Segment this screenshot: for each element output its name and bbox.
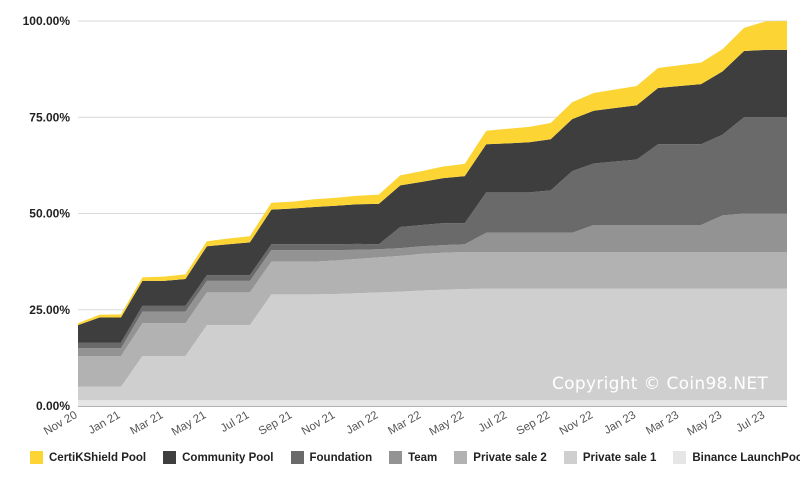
x-tick-label: May 23 bbox=[685, 409, 724, 438]
area-binance-launchpool bbox=[78, 400, 787, 406]
x-tick-label: Nov 21 bbox=[300, 409, 338, 438]
x-tick-label: Mar 22 bbox=[386, 409, 423, 437]
legend-swatch bbox=[673, 451, 687, 464]
x-tick-label: Jan 23 bbox=[602, 409, 638, 437]
legend-item: Community Pool bbox=[163, 451, 274, 464]
legend-swatch bbox=[563, 451, 577, 464]
x-tick-label: May 21 bbox=[170, 409, 209, 438]
x-tick-label: Mar 21 bbox=[128, 409, 165, 437]
copyright-watermark: Copyright © Coin98.NET bbox=[552, 374, 768, 394]
y-tick-label: 50.00% bbox=[29, 207, 70, 221]
legend-item: Private sale 2 bbox=[454, 451, 547, 464]
area-foundation bbox=[78, 117, 787, 349]
y-tick-label: 75.00% bbox=[29, 110, 70, 124]
legend-swatch bbox=[163, 451, 177, 464]
legend-swatch bbox=[454, 451, 468, 464]
stacked-area-chart: 0.00%25.00%50.00%75.00%100.00% Nov 20 Jan… bbox=[23, 14, 787, 438]
legend-swatch bbox=[30, 451, 43, 464]
legend-label: Community Pool bbox=[182, 451, 274, 464]
x-tick-label: Sep 22 bbox=[515, 409, 553, 438]
x-tick-label: Jan 21 bbox=[87, 409, 123, 437]
area-private-sale-1 bbox=[78, 288, 787, 401]
x-tick-label: Sep 21 bbox=[257, 409, 295, 438]
x-tick-label: Mar 23 bbox=[644, 409, 681, 437]
y-axis-ticks: 0.00% 25.00% 50.00% 75.00% 100.00% bbox=[23, 14, 71, 413]
x-tick-label: Jul 21 bbox=[219, 409, 252, 435]
y-tick-label: 0.00% bbox=[36, 399, 70, 413]
area-certikshield-pool bbox=[78, 21, 787, 326]
area-team bbox=[78, 213, 787, 356]
legend-item: Team bbox=[389, 451, 437, 464]
x-axis-ticks: Nov 20 Jan 21 Mar 21 May 21 Jul 21 Sep 21 Nov … bbox=[42, 409, 767, 438]
legend-label: CertiKShield Pool bbox=[49, 451, 147, 464]
legend-label: Binance LaunchPool bbox=[692, 451, 800, 464]
legend-item: Binance LaunchPool bbox=[673, 451, 800, 464]
area-private-sale-2 bbox=[78, 252, 787, 387]
chart-legend: CertiKShield Pool Community Pool Foundatio… bbox=[30, 451, 800, 464]
legend-item: Private sale 1 bbox=[563, 451, 657, 464]
legend-item: CertiKShield Pool bbox=[30, 451, 146, 464]
x-tick-label: Jan 22 bbox=[344, 409, 380, 437]
legend-swatch bbox=[290, 451, 304, 464]
x-tick-label: Nov 20 bbox=[42, 409, 80, 438]
x-tick-label: Jul 23 bbox=[734, 409, 767, 435]
x-tick-label: Nov 22 bbox=[558, 409, 596, 438]
legend-label: Team bbox=[408, 451, 438, 464]
legend-label: Private sale 2 bbox=[473, 451, 547, 464]
legend-swatch bbox=[389, 451, 403, 464]
y-tick-label: 100.00% bbox=[23, 14, 71, 28]
y-tick-label: 25.00% bbox=[29, 303, 70, 317]
x-tick-label: Jul 22 bbox=[477, 409, 510, 435]
area-series-group bbox=[78, 21, 787, 406]
x-tick-label: May 22 bbox=[428, 409, 467, 438]
area-community-pool bbox=[78, 49, 787, 343]
legend-label: Foundation bbox=[309, 451, 373, 464]
legend-item: Foundation bbox=[290, 451, 373, 464]
legend-label: Private sale 1 bbox=[582, 451, 657, 464]
